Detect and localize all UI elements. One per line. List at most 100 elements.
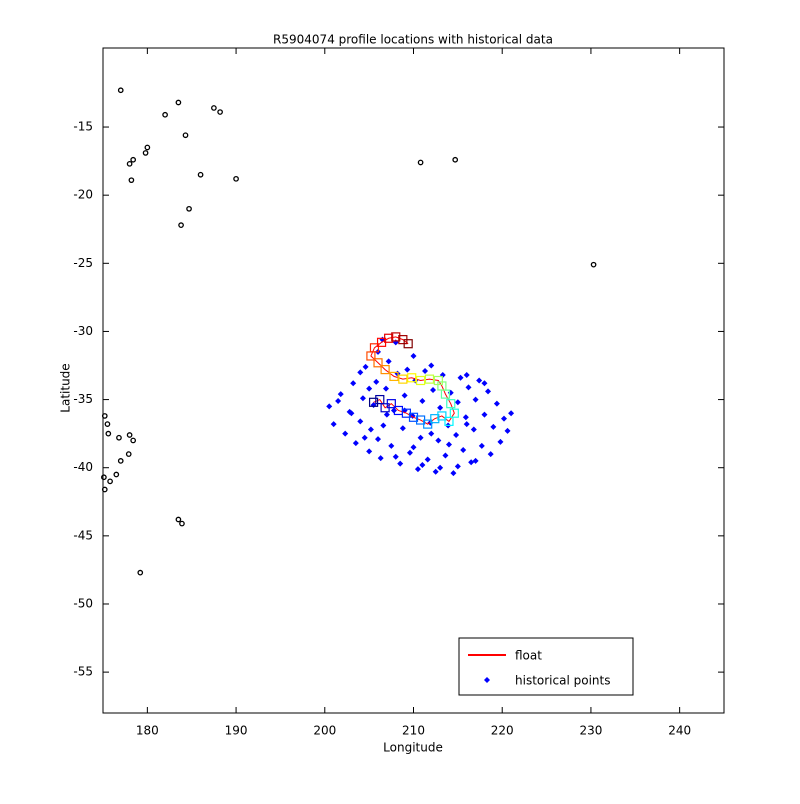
historical-point xyxy=(337,391,344,398)
coast-point xyxy=(175,516,182,523)
historical-point xyxy=(380,422,387,429)
historical-point xyxy=(326,403,333,410)
y-tick-label: -25 xyxy=(73,256,93,270)
coast-point xyxy=(104,421,111,427)
historical-point xyxy=(350,380,357,387)
historical-point xyxy=(367,426,374,433)
float-point xyxy=(444,416,454,426)
float-point xyxy=(398,374,408,384)
historical-point xyxy=(352,440,359,447)
historical-point xyxy=(460,446,467,453)
historical-point xyxy=(432,468,439,475)
coast-point xyxy=(116,434,122,441)
historical-point xyxy=(357,418,364,425)
coast-point xyxy=(128,177,135,184)
historical-point xyxy=(454,463,461,470)
historical-point xyxy=(359,395,366,402)
historical-point xyxy=(410,444,417,451)
historical-point xyxy=(428,430,435,437)
historical-point xyxy=(442,452,449,459)
float-point xyxy=(433,375,443,386)
y-tick-label: -40 xyxy=(73,460,93,474)
float-point xyxy=(407,373,417,383)
historical-point xyxy=(470,426,477,433)
float-point xyxy=(384,333,394,343)
historical-point xyxy=(348,410,355,417)
coast-point xyxy=(211,105,217,111)
coast-point xyxy=(175,99,182,106)
coast-point xyxy=(126,432,133,438)
y-tick-label: -55 xyxy=(73,665,93,679)
float-point xyxy=(386,399,396,409)
historical-point xyxy=(481,411,488,418)
historical-point xyxy=(419,461,426,468)
float-point xyxy=(423,419,433,429)
historical-point xyxy=(468,459,475,466)
historical-point xyxy=(410,352,417,359)
coast-point xyxy=(162,111,168,118)
legend-box xyxy=(458,637,634,696)
float-point xyxy=(415,375,426,386)
x-axis-label: Longitude xyxy=(383,741,443,755)
coast-point xyxy=(144,144,151,151)
historical-point xyxy=(392,453,399,460)
historical-point xyxy=(437,404,444,411)
historical-point xyxy=(399,425,406,432)
historical-point xyxy=(437,464,444,471)
coast-point xyxy=(179,520,185,527)
historical-point xyxy=(453,432,460,439)
y-tick-label: -30 xyxy=(73,324,93,338)
historical-point xyxy=(462,414,469,421)
historical-point xyxy=(463,421,470,428)
float-point xyxy=(389,371,399,382)
historical-point xyxy=(493,400,500,407)
historical-point xyxy=(445,441,452,448)
coast-point xyxy=(113,471,120,478)
x-tick-label: 220 xyxy=(491,724,514,738)
x-tick-label: 190 xyxy=(225,724,248,738)
historical-point xyxy=(330,421,337,428)
historical-point xyxy=(472,457,479,464)
historical-point xyxy=(497,438,504,445)
coast-point xyxy=(117,87,124,94)
coast-point xyxy=(101,413,108,419)
coast-point xyxy=(417,159,424,166)
coast-point xyxy=(452,156,459,163)
y-tick-label: -50 xyxy=(73,596,93,610)
historical-point xyxy=(362,363,369,370)
historical-point xyxy=(457,374,464,381)
historical-point xyxy=(375,436,382,443)
coast-point xyxy=(117,458,124,464)
historical-point xyxy=(478,442,485,449)
float-point xyxy=(403,339,413,349)
historical-point xyxy=(335,397,342,404)
coast-point xyxy=(217,109,223,115)
y-tick-label: -35 xyxy=(73,392,93,406)
historical-point xyxy=(490,423,497,430)
float-point xyxy=(375,394,385,405)
y-tick-label: -20 xyxy=(73,188,93,202)
historical-point xyxy=(508,410,515,417)
coast-point xyxy=(590,261,597,268)
historical-point xyxy=(430,387,437,394)
historical-point xyxy=(435,437,442,444)
float-point xyxy=(424,374,435,384)
float-point xyxy=(368,397,379,407)
coast-point xyxy=(101,474,107,481)
historical-point xyxy=(419,397,426,404)
historical-point xyxy=(417,434,424,441)
historical-point xyxy=(377,455,384,462)
y-tick-label: -45 xyxy=(73,528,93,542)
historical-point xyxy=(366,385,373,392)
x-tick-label: 200 xyxy=(313,724,336,738)
historical-point xyxy=(414,466,421,473)
x-tick-label: 240 xyxy=(668,724,691,738)
coast-point xyxy=(178,222,184,229)
historical-point xyxy=(401,392,408,399)
coast-point xyxy=(182,132,189,139)
y-axis-label: Latitude xyxy=(59,363,73,412)
float-point xyxy=(430,414,440,424)
historical-point xyxy=(485,388,492,395)
historical-point xyxy=(383,411,390,418)
x-tick-label: 230 xyxy=(579,724,602,738)
